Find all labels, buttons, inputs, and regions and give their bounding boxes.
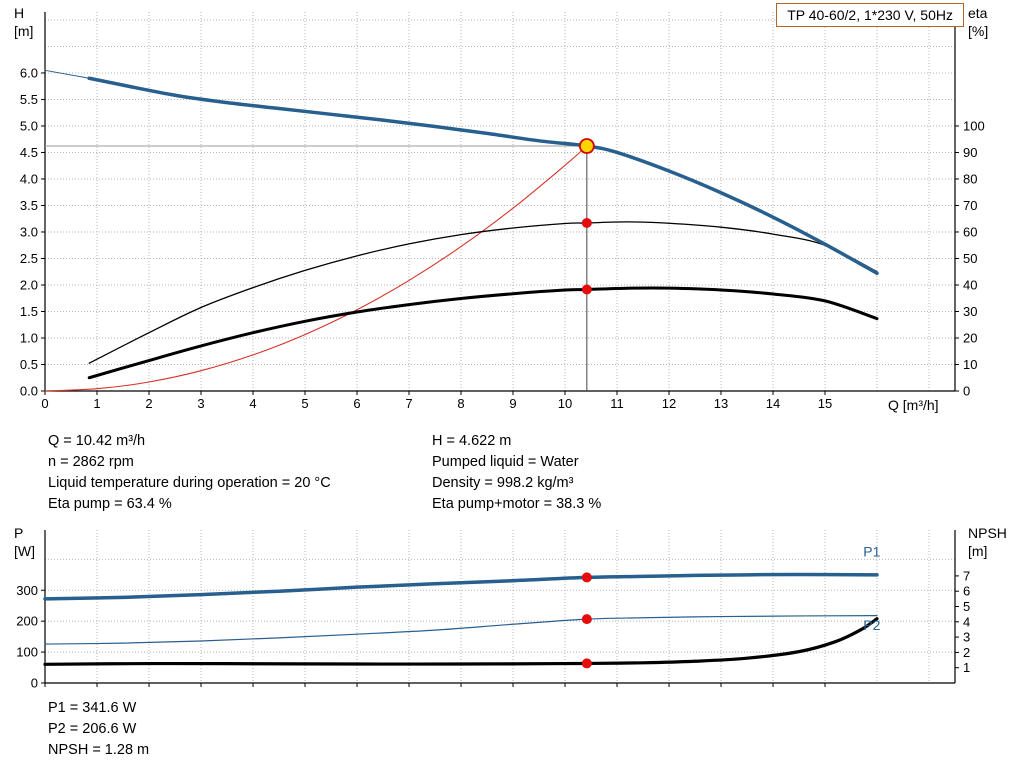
- curve-label-P2: P2: [863, 617, 880, 633]
- y-right-tick-label: 20: [963, 330, 977, 345]
- info-flow: Q = 10.42 m³/h: [48, 433, 146, 449]
- x-tick-label: 11: [610, 396, 624, 411]
- p-axis-name: P: [14, 525, 24, 541]
- y-left-tick-label: 100: [16, 645, 38, 660]
- result-npsh: NPSH = 1.28 m: [48, 742, 150, 758]
- curve-eta-pump-motor-curve: [87, 286, 879, 380]
- curve-label-P1: P1: [863, 543, 880, 559]
- result-p2: P2 = 206.6 W: [48, 721, 137, 737]
- curve-eta-pump-curve: [88, 221, 878, 364]
- info-liquid-temperature: Liquid temperature during operation = 20…: [48, 475, 331, 491]
- h-axis-label: H [m]: [14, 4, 33, 40]
- info-head: H = 4.622 m: [432, 433, 512, 449]
- y-right-tick-label: 5: [963, 599, 970, 614]
- duty-point-dot: [581, 284, 592, 295]
- x-tick-label: 1: [93, 396, 100, 411]
- y-left-tick-label: 3.0: [20, 224, 38, 239]
- eta-axis-label: eta [%]: [968, 4, 988, 40]
- info-eta-pump-motor: Eta pump+motor = 38.3 %: [432, 496, 602, 512]
- p-axis-label: P [W]: [14, 524, 35, 560]
- y-right-tick-label: 80: [963, 171, 977, 186]
- y-right-tick-label: 3: [963, 630, 970, 645]
- y-left-tick-label: 0.5: [20, 357, 38, 372]
- y-left-tick-label: 1.0: [20, 330, 38, 345]
- y-right-tick-label: 7: [963, 568, 970, 583]
- y-right-tick-label: 100: [963, 118, 985, 133]
- y-left-tick-label: 5.0: [20, 118, 38, 133]
- y-right-tick-label: 1: [963, 660, 970, 675]
- curve-p2-curve: [44, 615, 878, 645]
- npsh-axis-unit: [m]: [968, 543, 988, 559]
- duty-point-dot: [581, 614, 592, 625]
- x-tick-label: 2: [145, 396, 152, 411]
- info-density: Density = 998.2 kg/m³: [432, 475, 574, 491]
- info-eta-pump: Eta pump = 63.4 %: [48, 496, 172, 512]
- curve-p1-curve: [43, 572, 879, 601]
- y-left-tick-label: 2.0: [20, 277, 38, 292]
- operating-point: [578, 138, 595, 154]
- y-left-tick-label: 4.5: [20, 145, 38, 160]
- result-block: P1 = 341.6 W P2 = 206.6 W NPSH = 1.28 m: [48, 698, 149, 761]
- y-left-tick-label: 4.0: [20, 171, 38, 186]
- p-axis-unit: [W]: [14, 543, 35, 559]
- y-right-tick-label: 4: [963, 614, 970, 629]
- h-axis-unit: [m]: [14, 23, 34, 39]
- duty-point-dot: [581, 658, 592, 669]
- curve-pump-curve-lead: [44, 69, 90, 79]
- x-tick-label: 13: [714, 396, 728, 411]
- info-pumped-liquid: Pumped liquid = Water: [432, 454, 579, 470]
- y-left-tick-label: 0.0: [20, 384, 38, 399]
- y-left-tick-label: 6.0: [20, 65, 38, 80]
- y-right-tick-label: 6: [963, 584, 970, 599]
- y-right-tick-label: 30: [963, 304, 977, 319]
- y-left-tick-label: 2.5: [20, 251, 38, 266]
- x-tick-label: 0: [41, 396, 48, 411]
- y-left-tick-label: 300: [16, 583, 38, 598]
- eta-axis-unit: [%]: [968, 23, 989, 39]
- y-right-tick-label: 40: [963, 277, 977, 292]
- x-tick-label: 3: [197, 396, 204, 411]
- y-right-tick-label: 50: [963, 251, 977, 266]
- y-right-tick-label: 70: [963, 198, 977, 213]
- y-right-tick-label: 90: [963, 145, 977, 160]
- y-left-tick-label: 3.5: [20, 198, 38, 213]
- y-left-tick-label: 200: [16, 614, 38, 629]
- y-left-tick-label: 0: [31, 676, 38, 691]
- x-tick-label: 10: [558, 396, 572, 411]
- curve-pump-curve: [87, 76, 879, 276]
- y-left-tick-label: 1.5: [20, 304, 38, 319]
- q-axis-label: Q [m³/h]: [888, 397, 939, 413]
- x-tick-label: 7: [405, 396, 412, 411]
- x-tick-label: 4: [249, 396, 256, 411]
- y-right-tick-label: 2: [963, 645, 970, 660]
- operating-info-right: H = 4.622 m Pumped liquid = Water Densit…: [432, 431, 601, 515]
- npsh-axis-name: NPSH: [968, 525, 1007, 541]
- h-axis-name: H: [14, 5, 25, 21]
- y-right-tick-label: 0: [963, 384, 970, 399]
- x-tick-label: 14: [766, 396, 780, 411]
- x-tick-label: 15: [818, 396, 832, 411]
- x-tick-label: 9: [509, 396, 516, 411]
- pump-model-label: TP 40-60/2, 1*230 V, 50Hz: [776, 3, 964, 27]
- duty-point-dot: [581, 572, 592, 583]
- x-tick-label: 8: [457, 396, 464, 411]
- y-right-tick-label: 60: [963, 224, 977, 239]
- duty-point-dot: [581, 217, 592, 228]
- x-tick-label: 12: [662, 396, 676, 411]
- x-tick-label: 5: [301, 396, 308, 411]
- y-right-tick-label: 10: [963, 357, 977, 372]
- info-speed: n = 2862 rpm: [48, 454, 134, 470]
- npsh-axis-label: NPSH [m]: [968, 524, 1007, 560]
- eta-axis-name: eta: [968, 5, 988, 21]
- operating-info-left: Q = 10.42 m³/h n = 2862 rpm Liquid tempe…: [48, 431, 331, 515]
- curve-system-curve: [44, 145, 588, 392]
- result-p1: P1 = 341.6 W: [48, 700, 137, 716]
- x-tick-label: 6: [353, 396, 360, 411]
- y-left-tick-label: 5.5: [20, 92, 38, 107]
- hq-eta-chart: 0 1 2 3 4 5 6 7 8 9 10 11 12 13 14 150.00.51.01.52.02.5…: [20, 12, 985, 411]
